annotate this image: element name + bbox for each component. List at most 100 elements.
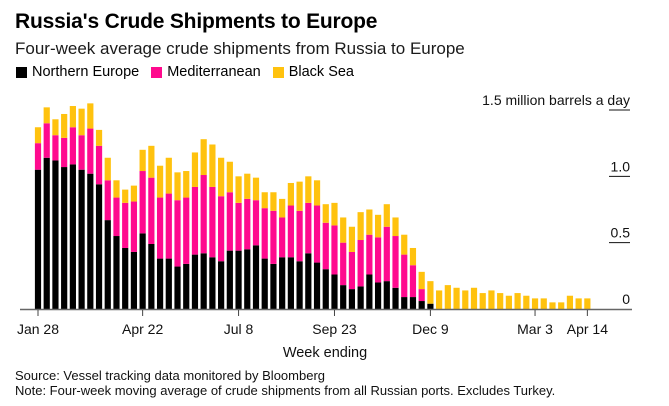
x-tick-label-4: Dec 9 <box>412 321 449 337</box>
bar-northern-europe-44 <box>418 301 425 309</box>
bar-northern-europe-1 <box>43 157 50 309</box>
bar-northern-europe-33 <box>322 269 329 309</box>
bar-mediterranean-43 <box>409 265 417 298</box>
bar-black-sea-25 <box>252 177 260 201</box>
bar-black-sea-56 <box>523 295 530 309</box>
bar-northern-europe-32 <box>313 262 321 309</box>
bar-mediterranean-26 <box>261 208 268 259</box>
bar-black-sea-30 <box>296 181 303 211</box>
y-tick-label-0: 0 <box>622 291 630 307</box>
bar-mediterranean-30 <box>296 210 303 262</box>
bar-chart: 0 0.5 1.0 1.5 million barrels a day Jan 28 A… <box>17 92 632 361</box>
bar-northern-europe-10 <box>122 247 129 309</box>
bar-northern-europe-40 <box>383 281 390 309</box>
bar-mediterranean-14 <box>156 197 164 259</box>
source-note: Source: Vessel tracking data monitored b… <box>15 368 326 383</box>
bar-mediterranean-21 <box>218 196 225 262</box>
bar-black-sea-14 <box>156 165 164 198</box>
legend-label-mediterranean: Mediterranean <box>167 64 261 80</box>
bar-mediterranean-2 <box>52 135 59 161</box>
legend-item-black-sea: Black Sea <box>272 64 354 80</box>
bar-black-sea-13 <box>148 145 155 178</box>
bar-mediterranean-12 <box>139 171 146 234</box>
bar-northern-europe-0 <box>34 169 42 309</box>
legend: Northern Europe Mediterranean Black Sea <box>16 64 354 80</box>
bar-black-sea-29 <box>287 182 294 206</box>
x-axis-title: Week ending <box>283 345 367 361</box>
x-tick-label-3: Sep 23 <box>312 321 357 337</box>
bar-northern-europe-34 <box>331 274 338 309</box>
bar-northern-europe-21 <box>218 261 225 309</box>
bar-black-sea-52 <box>488 290 495 309</box>
y-axis: 0 0.5 1.0 1.5 million barrels a day <box>482 92 630 307</box>
bar-black-sea-2 <box>52 119 59 136</box>
bar-black-sea-61 <box>566 295 574 309</box>
bar-black-sea-43 <box>409 247 417 266</box>
bar-black-sea-46 <box>436 290 443 309</box>
bar-mediterranean-44 <box>418 289 425 302</box>
bars-group <box>34 103 591 309</box>
bar-mediterranean-1 <box>43 123 50 158</box>
bar-black-sea-31 <box>305 176 312 203</box>
footer: Source: Vessel tracking data monitored b… <box>15 368 555 398</box>
bar-mediterranean-7 <box>95 145 103 185</box>
bar-black-sea-11 <box>130 185 138 202</box>
bar-mediterranean-9 <box>113 197 120 237</box>
bar-black-sea-5 <box>78 108 85 136</box>
bar-black-sea-60 <box>558 302 565 309</box>
bar-northern-europe-43 <box>409 297 417 309</box>
bar-black-sea-47 <box>444 285 451 309</box>
bar-northern-europe-16 <box>174 266 181 309</box>
bar-mediterranean-0 <box>34 143 42 170</box>
bar-northern-europe-14 <box>156 258 164 309</box>
bar-northern-europe-35 <box>340 285 347 309</box>
bar-black-sea-8 <box>104 157 111 181</box>
bar-northern-europe-13 <box>148 243 155 309</box>
bar-black-sea-51 <box>479 293 486 309</box>
legend-swatch-northern-europe <box>16 66 27 78</box>
bar-northern-europe-25 <box>252 245 260 309</box>
bar-northern-europe-39 <box>374 282 382 309</box>
bar-black-sea-55 <box>514 293 521 309</box>
bar-northern-europe-19 <box>200 253 207 309</box>
bar-northern-europe-9 <box>113 236 120 309</box>
chart-subtitle: Four-week average crude shipments from R… <box>15 39 465 58</box>
y-tick-label-3: 1.5 million barrels a day <box>482 92 630 108</box>
bar-northern-europe-15 <box>165 258 172 309</box>
bar-black-sea-39 <box>374 214 382 238</box>
bar-mediterranean-10 <box>122 202 129 248</box>
bar-mediterranean-31 <box>305 202 312 254</box>
legend-swatch-mediterranean <box>151 66 163 78</box>
bar-northern-europe-38 <box>366 274 373 309</box>
bar-northern-europe-26 <box>261 258 268 309</box>
bar-mediterranean-8 <box>104 180 111 221</box>
bar-northern-europe-12 <box>139 233 146 309</box>
bar-mediterranean-33 <box>322 222 329 270</box>
bar-black-sea-34 <box>331 202 338 226</box>
bar-northern-europe-29 <box>287 257 294 309</box>
bar-black-sea-32 <box>313 180 321 206</box>
bar-black-sea-18 <box>191 152 199 187</box>
bar-northern-europe-4 <box>69 164 76 309</box>
bar-black-sea-27 <box>270 192 277 211</box>
bar-northern-europe-7 <box>95 184 103 309</box>
bar-mediterranean-16 <box>174 200 181 267</box>
bar-black-sea-57 <box>531 298 539 309</box>
bar-black-sea-26 <box>261 192 268 209</box>
bar-northern-europe-23 <box>235 250 242 309</box>
bar-northern-europe-37 <box>357 286 364 309</box>
bar-black-sea-16 <box>174 172 181 201</box>
bar-northern-europe-5 <box>78 169 85 309</box>
bar-black-sea-36 <box>348 226 356 252</box>
bar-black-sea-19 <box>200 139 207 176</box>
bar-black-sea-20 <box>209 144 216 187</box>
bar-black-sea-42 <box>401 234 408 255</box>
bar-black-sea-21 <box>218 157 225 197</box>
bar-black-sea-48 <box>453 287 460 309</box>
bar-black-sea-45 <box>427 281 434 304</box>
bar-mediterranean-28 <box>279 217 286 258</box>
bar-mediterranean-18 <box>191 186 199 255</box>
bar-northern-europe-30 <box>296 261 303 309</box>
bar-northern-europe-20 <box>209 257 216 309</box>
bar-mediterranean-36 <box>348 251 356 290</box>
